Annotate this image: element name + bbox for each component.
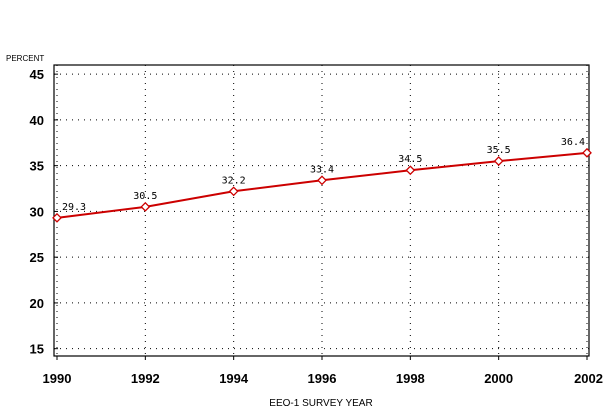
x-tick-label: 1998 (396, 371, 425, 386)
data-label: 33.4 (310, 164, 334, 175)
series: 29.3 30.5 32.2 33.4 34.5 35.5 36.4 (52, 137, 592, 223)
x-tick-label: 1994 (219, 371, 249, 386)
y-tick-label: 30 (30, 204, 44, 219)
data-point-marker (140, 201, 151, 212)
grid (54, 65, 589, 356)
y-tick-label: 40 (30, 113, 44, 128)
data-point-marker (52, 212, 62, 223)
x-tick-label: 1990 (43, 371, 72, 386)
data-point-marker (317, 175, 327, 186)
y-tick-label: 15 (30, 342, 44, 357)
x-tick-label: 1996 (308, 371, 337, 386)
x-axis-ticks: 1990 1992 1994 1996 1998 2000 2002 (43, 356, 603, 386)
y-tick-label: 45 (30, 67, 44, 82)
data-label: 32.2 (222, 175, 246, 186)
data-point-marker (405, 165, 416, 176)
data-label: 34.5 (398, 154, 422, 165)
y-axis-label: PERCENT (6, 54, 44, 63)
y-axis-ticks: 15 20 25 30 35 40 45 (30, 67, 58, 357)
x-tick-label: 2000 (484, 371, 513, 386)
data-label: 29.3 (62, 202, 86, 213)
data-label: 30.5 (133, 191, 157, 202)
plot-area-frame (53, 64, 590, 357)
y-tick-label: 25 (30, 250, 44, 265)
y-tick-label: 20 (30, 296, 44, 311)
x-tick-label: 1992 (131, 371, 160, 386)
x-axis-label: EEO-1 SURVEY YEAR (269, 398, 372, 409)
data-label: 35.5 (487, 145, 511, 156)
data-point-marker (582, 147, 592, 158)
data-label: 36.4 (561, 137, 585, 148)
data-point-marker (228, 186, 239, 197)
data-point-marker (493, 156, 504, 167)
x-tick-label: 2002 (574, 371, 603, 386)
y-tick-label: 35 (30, 159, 44, 174)
